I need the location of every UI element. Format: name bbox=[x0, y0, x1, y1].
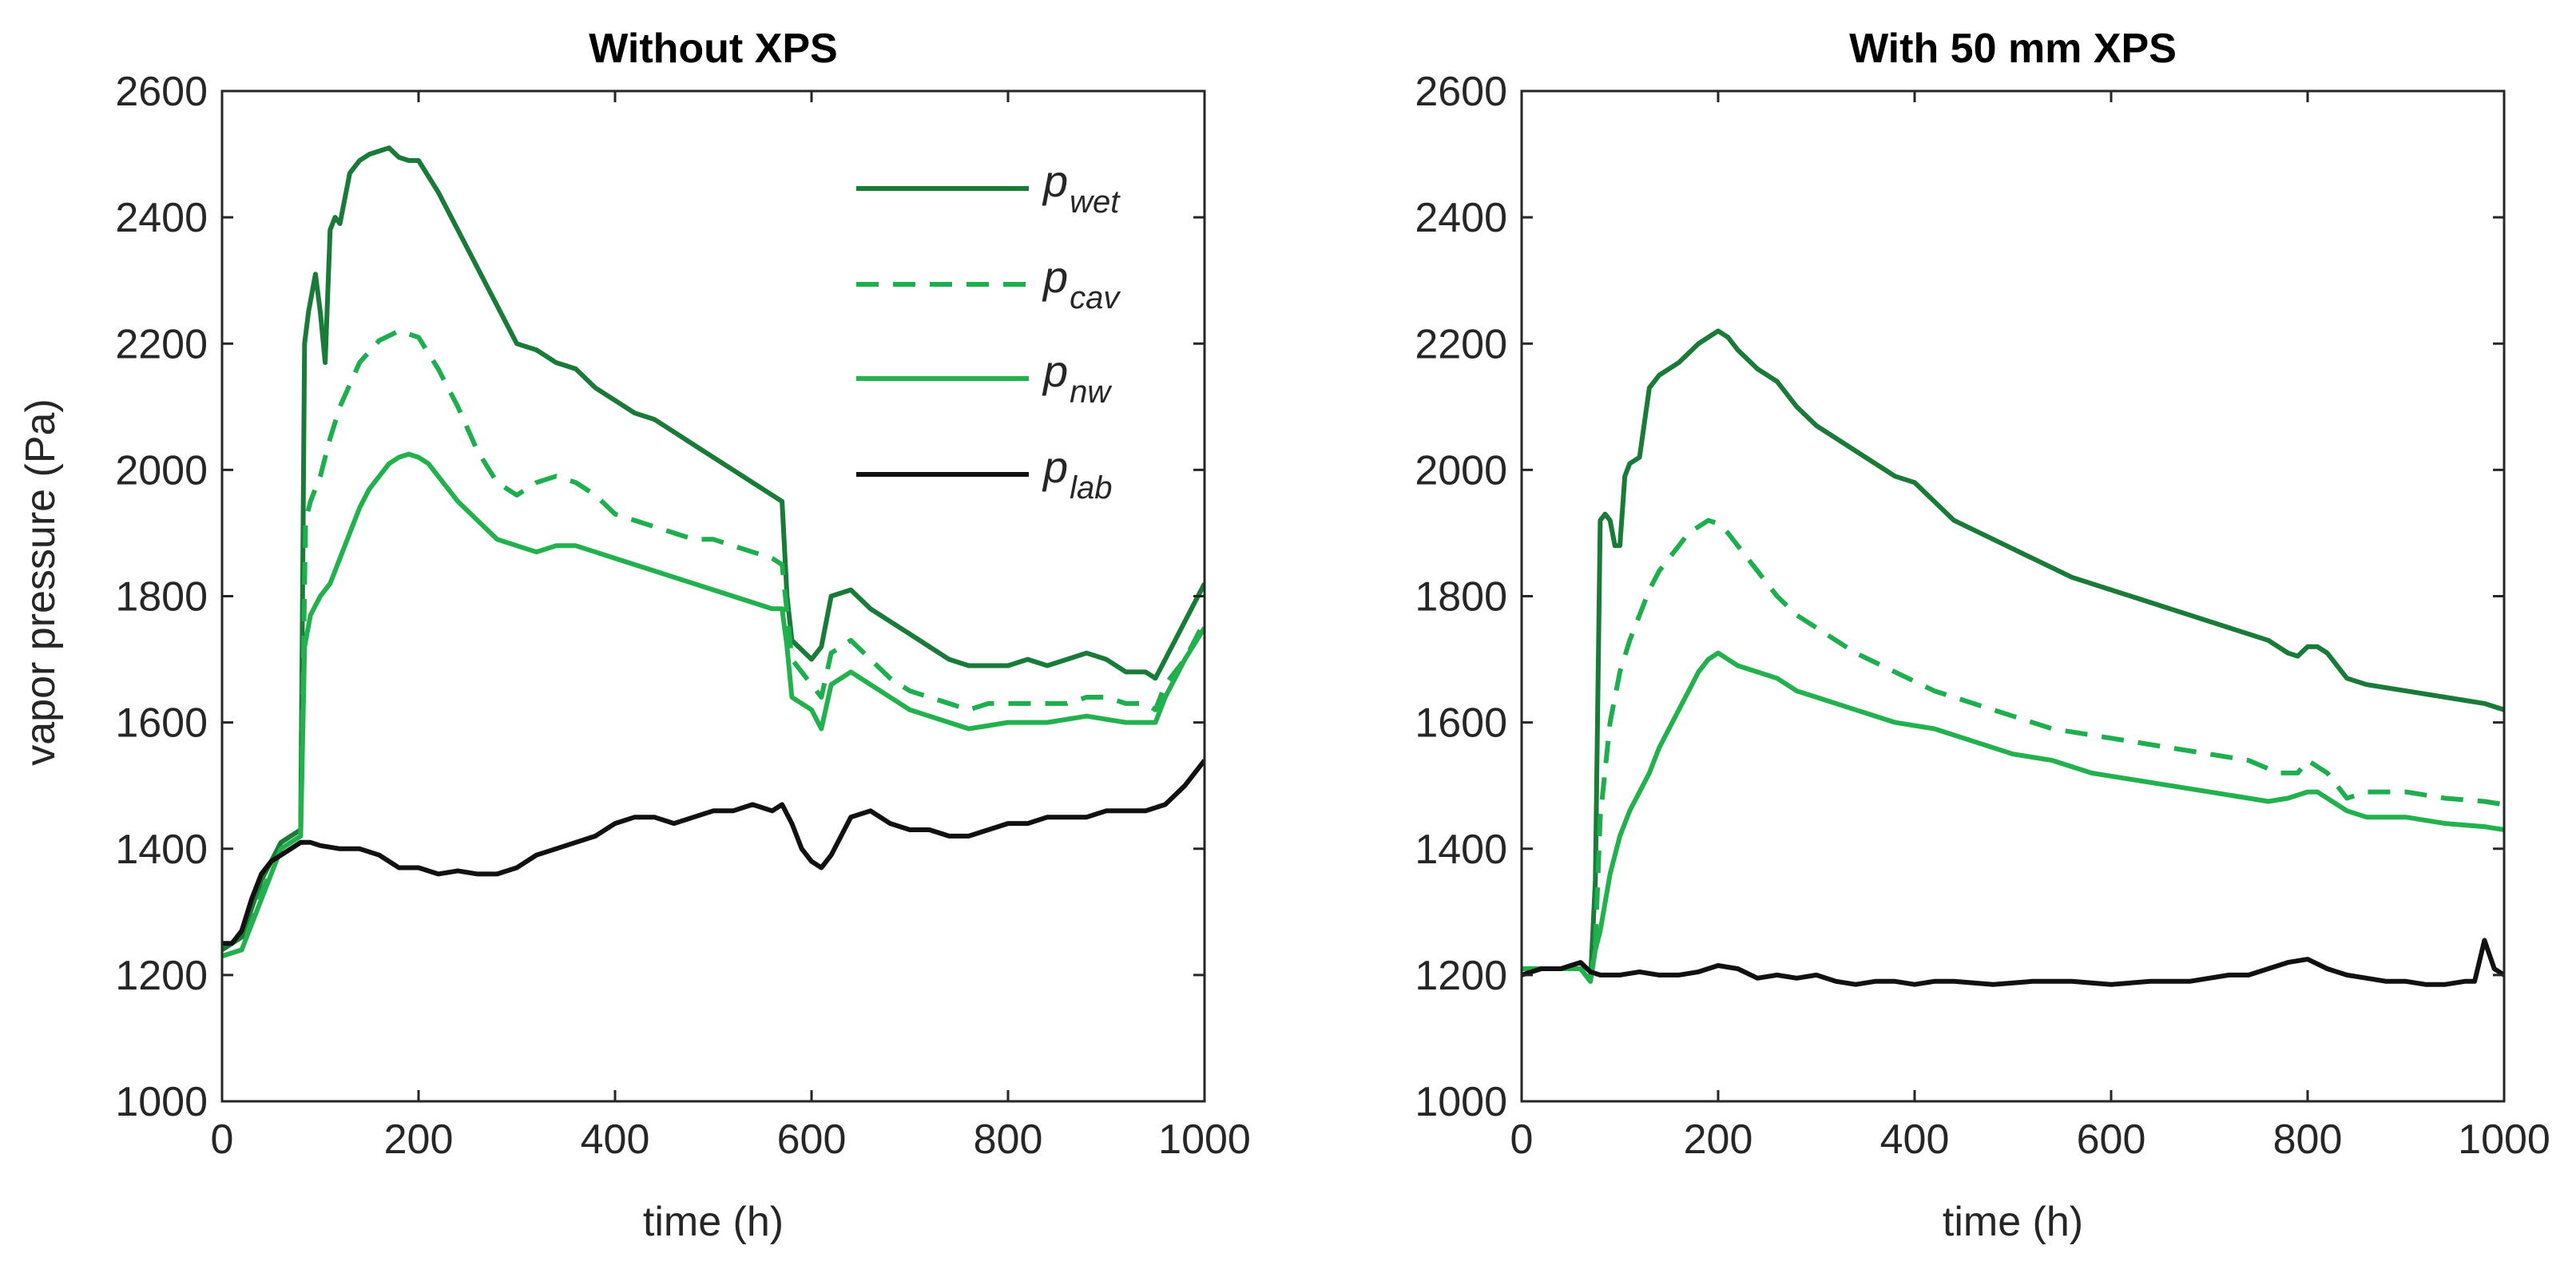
series-group bbox=[1522, 328, 2504, 987]
x-tick-label: 1000 bbox=[1158, 1116, 1251, 1163]
y-tick-label: 1600 bbox=[115, 700, 208, 747]
panel-title: Without XPS bbox=[589, 26, 838, 72]
series-line-p-wet bbox=[222, 145, 1205, 952]
x-tick-label: 400 bbox=[1880, 1116, 1950, 1163]
x-tick-label: 600 bbox=[777, 1116, 847, 1163]
axes-box bbox=[220, 89, 1206, 1103]
x-tick-label: 1000 bbox=[2458, 1116, 2550, 1163]
series-line-p-nw bbox=[1522, 650, 2504, 984]
x-tick-label: 800 bbox=[974, 1116, 1043, 1163]
series-line-p-cav bbox=[1522, 518, 2504, 984]
y-tick-label: 1400 bbox=[1415, 827, 1507, 873]
y-tick-label: 1000 bbox=[115, 1079, 208, 1125]
panel-without-xps: Without XPS vapor pressure (Pa) time (h)… bbox=[18, 26, 1251, 1245]
y-tick-label: 2000 bbox=[1415, 447, 1507, 494]
y-tick-label: 2600 bbox=[115, 69, 208, 115]
y-tick-label: 2600 bbox=[1415, 69, 1507, 115]
legend: pwet pcav pnw plab bbox=[856, 156, 1121, 506]
legend-label-lab: plab bbox=[1042, 442, 1113, 506]
x-tick-label: 0 bbox=[211, 1116, 234, 1163]
x-axis-label: time (h) bbox=[1943, 1199, 2083, 1245]
y-tick-label: 2400 bbox=[115, 195, 208, 241]
series-line-p-lab bbox=[222, 759, 1205, 946]
series-line-p-cav bbox=[222, 328, 1205, 959]
panel-with-xps: With 50 mm XPS time (h) 0 200 400 600 800 100… bbox=[1415, 26, 2550, 1245]
series-line-p-nw bbox=[222, 451, 1205, 959]
legend-label-wet: pwet bbox=[1042, 156, 1121, 220]
x-tick-label: 400 bbox=[581, 1116, 650, 1163]
x-tick-label: 600 bbox=[2077, 1116, 2146, 1163]
y-tick-label: 2400 bbox=[1415, 195, 1507, 241]
series-group bbox=[222, 145, 1205, 959]
y-tick-label: 1000 bbox=[1415, 1079, 1507, 1125]
y-tick-label: 1200 bbox=[115, 953, 208, 999]
y-tick-label: 1600 bbox=[1415, 700, 1507, 747]
y-tick-label: 1800 bbox=[1415, 574, 1507, 621]
x-tick-label: 200 bbox=[1684, 1116, 1753, 1163]
y-tick-label: 2000 bbox=[115, 447, 208, 494]
legend-label-cav: pcav bbox=[1042, 252, 1121, 315]
x-tick-label: 200 bbox=[384, 1116, 454, 1163]
axes-box bbox=[1520, 89, 2506, 1103]
x-axis-label: time (h) bbox=[643, 1199, 784, 1245]
y-axis-label: vapor pressure (Pa) bbox=[18, 399, 64, 766]
legend-label-nw: pnw bbox=[1042, 346, 1113, 410]
x-tick-label: 800 bbox=[2273, 1116, 2343, 1163]
series-line-p-lab bbox=[1522, 938, 2504, 987]
y-tick-label: 1800 bbox=[115, 574, 208, 621]
series-line-p-wet bbox=[1522, 328, 2504, 984]
y-tick-label: 1200 bbox=[1415, 953, 1507, 999]
panel-title: With 50 mm XPS bbox=[1849, 26, 2177, 72]
y-tick-label: 2200 bbox=[115, 321, 208, 367]
y-tick-label: 2200 bbox=[1415, 321, 1507, 367]
x-tick-label: 0 bbox=[1510, 1116, 1534, 1163]
y-tick-label: 1400 bbox=[115, 827, 208, 873]
